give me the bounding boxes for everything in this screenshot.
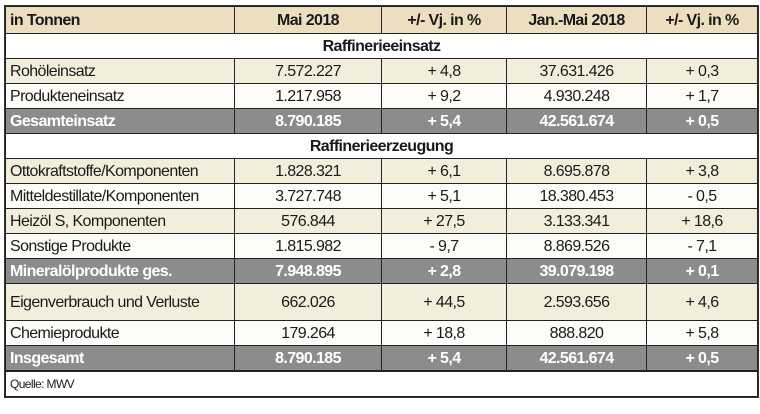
section-title: Raffinerieeinsatz: [5, 33, 758, 59]
value-may-2018: 8.790.185: [234, 345, 382, 371]
change-ytd: + 1,7: [646, 83, 758, 109]
change-month: + 6,1: [381, 158, 507, 184]
change-ytd: + 4,6: [646, 283, 758, 321]
row-label: Produkteneinsatz: [5, 83, 235, 109]
refinery-table: in Tonnen Mai 2018 +/- Vj. in % Jan.-Mai…: [5, 6, 758, 371]
change-ytd: + 0,3: [646, 58, 758, 84]
change-ytd: + 0,5: [646, 345, 758, 371]
change-month: + 9,2: [381, 83, 507, 109]
header-change-month: +/- Vj. in %: [381, 6, 507, 34]
change-ytd: + 5,8: [646, 320, 758, 346]
value-may-2018: 662.026: [234, 283, 382, 321]
value-may-2018: 1.217.958: [234, 83, 382, 109]
change-ytd: - 7,1: [646, 233, 758, 259]
change-month: + 4,8: [381, 58, 507, 84]
header-jan-may-2018: Jan.-Mai 2018: [506, 6, 647, 34]
value-jan-may-2018: 3.133.341: [506, 208, 647, 234]
row-label: Mitteldestillate/Komponenten: [5, 183, 235, 209]
row-label: Gesamteinsatz: [5, 108, 235, 134]
value-may-2018: 1.815.982: [234, 233, 382, 259]
change-month: + 44,5: [381, 283, 507, 321]
row-label: Sonstige Produkte: [5, 233, 235, 259]
change-ytd: + 0,1: [646, 258, 758, 284]
table-row: Heizöl S, Komponenten 576.844 + 27,5 3.133.…: [5, 208, 758, 234]
value-jan-may-2018: 2.593.656: [506, 283, 647, 321]
value-may-2018: 7.948.895: [234, 258, 382, 284]
change-month: + 18,8: [381, 320, 507, 346]
row-label: Ottokraftstoffe/Komponenten: [5, 158, 235, 184]
value-jan-may-2018: 8.695.878: [506, 158, 647, 184]
table-row: Eigenverbrauch und Verluste 662.026 + 44,5…: [5, 283, 758, 321]
value-jan-may-2018: 39.079.198: [506, 258, 647, 284]
change-month: + 5,4: [381, 345, 507, 371]
refinery-table-container: in Tonnen Mai 2018 +/- Vj. in % Jan.-Mai…: [4, 5, 759, 398]
total-row: Insgesamt 8.790.185 + 5,4 42.561.674 + 0,5: [5, 345, 758, 371]
change-month: + 2,8: [381, 258, 507, 284]
total-row: Gesamteinsatz 8.790.185 + 5,4 42.561.674 + 0…: [5, 108, 758, 134]
table-row: Chemieprodukte 179.264 + 18,8 888.820 + 5,8: [5, 320, 758, 346]
table-row: Rohöleinsatz 7.572.227 + 4,8 37.631.426 + 0,…: [5, 58, 758, 84]
change-month: + 27,5: [381, 208, 507, 234]
change-ytd: - 0,5: [646, 183, 758, 209]
value-may-2018: 7.572.227: [234, 58, 382, 84]
header-may-2018: Mai 2018: [234, 6, 382, 34]
table-row: Ottokraftstoffe/Komponenten 1.828.321 + 6,…: [5, 158, 758, 184]
value-jan-may-2018: 4.930.248: [506, 83, 647, 109]
total-row: Mineralölprodukte ges. 7.948.895 + 2,8 39.0…: [5, 258, 758, 284]
row-label: Insgesamt: [5, 345, 235, 371]
row-label: Chemieprodukte: [5, 320, 235, 346]
row-label: Eigenverbrauch und Verluste: [5, 283, 235, 321]
change-month: + 5,4: [381, 108, 507, 134]
section-header-row: Raffinerieeinsatz: [5, 33, 758, 59]
change-ytd: + 18,6: [646, 208, 758, 234]
source-row: Quelle: MWV: [5, 371, 758, 397]
row-label: Rohöleinsatz: [5, 58, 235, 84]
section-title: Raffinerieerzeugung: [5, 133, 758, 159]
header-unit: in Tonnen: [5, 6, 235, 34]
table-row: Mitteldestillate/Komponenten 3.727.748 + 5…: [5, 183, 758, 209]
table-row: Sonstige Produkte 1.815.982- 9,7 8.869.526…: [5, 233, 758, 259]
value-jan-may-2018: 8.869.526: [506, 233, 647, 259]
header-change-ytd: +/- Vj. in %: [646, 6, 758, 34]
value-jan-may-2018: 37.631.426: [506, 58, 647, 84]
value-jan-may-2018: 42.561.674: [506, 345, 647, 371]
table-row: Produkteneinsatz 1.217.958 + 9,2 4.930.248 +…: [5, 83, 758, 109]
value-may-2018: 1.828.321: [234, 158, 382, 184]
value-may-2018: 8.790.185: [234, 108, 382, 134]
change-ytd: + 0,5: [646, 108, 758, 134]
value-may-2018: 179.264: [234, 320, 382, 346]
change-month: - 9,7: [381, 233, 507, 259]
value-may-2018: 576.844: [234, 208, 382, 234]
row-label: Mineralölprodukte ges.: [5, 258, 235, 284]
value-may-2018: 3.727.748: [234, 183, 382, 209]
row-label: Heizöl S, Komponenten: [5, 208, 235, 234]
value-jan-may-2018: 18.380.453: [506, 183, 647, 209]
source-note: Quelle: MWV: [5, 371, 758, 397]
change-ytd: + 3,8: [646, 158, 758, 184]
table-header-row: in Tonnen Mai 2018 +/- Vj. in % Jan.-Mai…: [5, 6, 758, 34]
change-month: + 5,1: [381, 183, 507, 209]
value-jan-may-2018: 42.561.674: [506, 108, 647, 134]
section-header-row: Raffinerieerzeugung: [5, 133, 758, 159]
value-jan-may-2018: 888.820: [506, 320, 647, 346]
